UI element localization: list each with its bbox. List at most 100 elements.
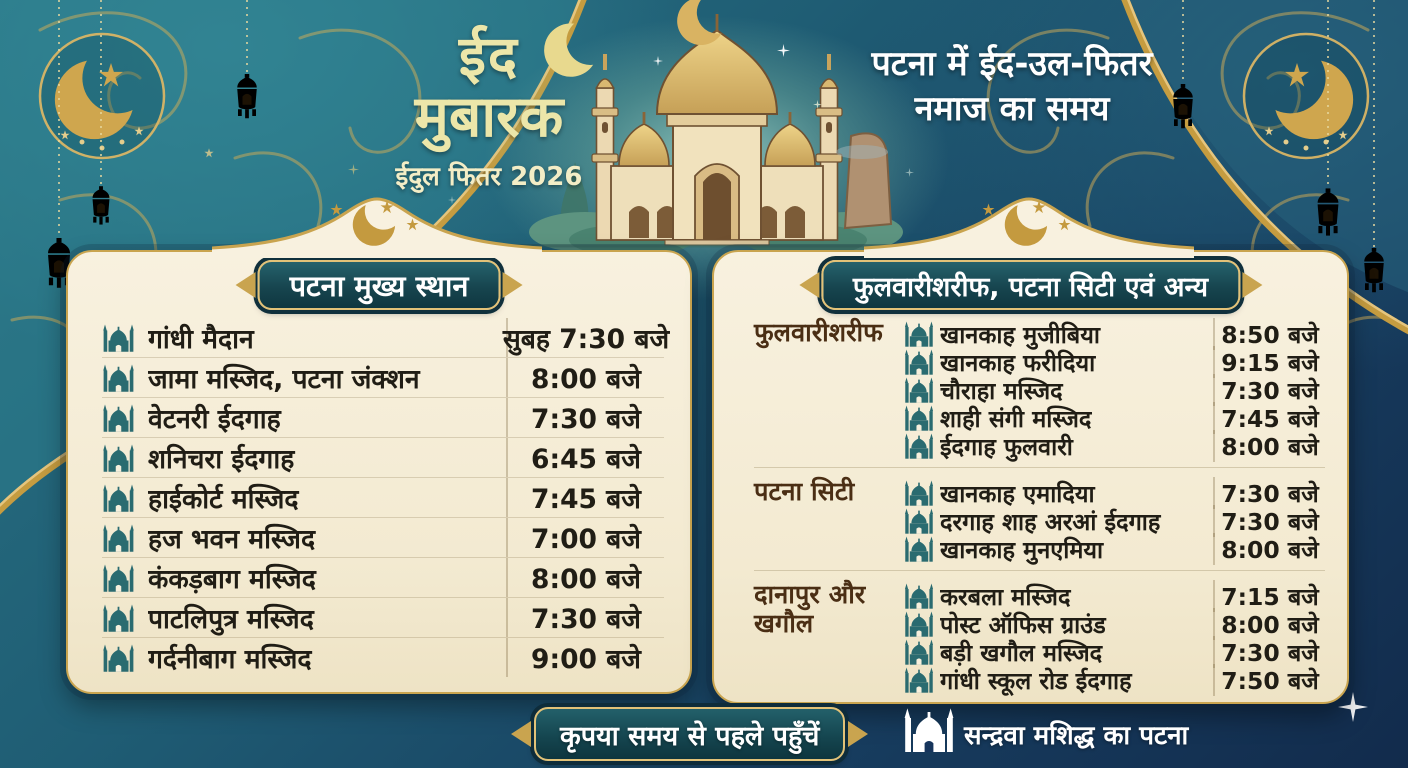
mosque-icon: [904, 582, 940, 610]
location-name: पोस्ट ऑफिस ग्राउंड: [940, 611, 1106, 639]
location-name: दरगाह शाह अरआं ईदगाह: [940, 508, 1161, 536]
time-value: 8:00 बजे: [506, 558, 664, 597]
time-value: 7:30 बजे: [506, 398, 664, 437]
brand-block: ईद मुबारक ईदुल फितर 2026: [386, 28, 592, 193]
location-name: खानकाह मुजीबिया: [940, 321, 1100, 349]
group-label: दानापुर और खगौल: [754, 580, 866, 640]
location-name: पाटलिपुत्र मस्जिद: [148, 603, 314, 635]
group-label: फुलवारीशरीफ: [754, 318, 883, 348]
schedule-row: दरगाह शाह अरआं ईदगाह 7:30 बजे: [904, 505, 1325, 537]
left-panel-title: पटना मुख्य स्थान: [257, 260, 501, 310]
location-name: खानकाह मुनएमिया: [940, 536, 1104, 564]
location-name: हाईकोर्ट मस्जिद: [148, 483, 299, 515]
mosque-icon: [904, 666, 940, 694]
time-value: 7:45 बजे: [1213, 402, 1325, 434]
mosque-icon: [904, 376, 940, 404]
schedule-row: गांधी स्कूल रोड ईदगाह 7:50 बजे: [904, 664, 1325, 696]
location-name: चौराहा मस्जिद: [940, 377, 1063, 405]
heading-line1: पटना में ईद-उल-फितर: [871, 44, 1153, 84]
mosque-icon: [102, 363, 148, 393]
mosque-illustration: [485, 0, 949, 300]
mosque-icon: [904, 638, 940, 666]
mosque-icon: [102, 603, 148, 633]
mosque-icon: [102, 403, 148, 433]
location-name: बड़ी खगौल मस्जिद: [940, 639, 1103, 667]
left-panel-rows: गांधी मैदान सुबह 7:30 बजे जामा मस्जिद, पटन…: [102, 318, 669, 677]
location-name: वेटनरी ईदगाह: [148, 403, 281, 435]
time-value: 6:45 बजे: [506, 438, 664, 477]
time-value: 7:50 बजे: [1213, 664, 1325, 696]
location-name: शनिचरा ईदगाह: [148, 443, 295, 475]
time-value: 9:15 बजे: [1213, 346, 1325, 378]
time-value: 7:45 बजे: [506, 478, 664, 517]
location-name: ईदगाह फुलवारी: [940, 433, 1073, 461]
group-rows: खानकाह मुजीबिया 8:50 बजे खानकाह फरीदिया 9:1…: [904, 318, 1325, 462]
location-name: करबला मस्जिद: [940, 583, 1071, 611]
time-value: 7:00 बजे: [506, 518, 664, 557]
timing-group: पटना सिटी खानकाह एमादिया 7:30 बजे दरगाह शाह…: [754, 467, 1325, 565]
schedule-row: चौराहा मस्जिद 7:30 बजे: [904, 374, 1325, 406]
mosque-icon: [904, 610, 940, 638]
time-value: 7:15 बजे: [1213, 580, 1325, 612]
time-value: 8:00 बजे: [1213, 533, 1325, 565]
location-name: गर्दनीबाग मस्जिद: [148, 643, 312, 675]
location-name: शाही संगी मस्जिद: [940, 405, 1092, 433]
time-value: 7:30 बजे: [1213, 505, 1325, 537]
time-value: 8:50 बजे: [1213, 318, 1325, 350]
right-panel-groups: फुलवारीशरीफ खानकाह मुजीबिया 8:50 बजे खानकाह…: [754, 318, 1325, 696]
timing-group: फुलवारीशरीफ खानकाह मुजीबिया 8:50 बजे खानकाह…: [754, 318, 1325, 462]
mosque-icon: [904, 507, 940, 535]
mosque-icon: [102, 643, 148, 673]
group-label: पटना सिटी: [754, 477, 855, 507]
location-name: कंकड़बाग मस्जिद: [148, 563, 316, 595]
schedule-row: बड़ी खगौल मस्जिद 7:30 बजे: [904, 636, 1325, 668]
location-name: हज भवन मस्जिद: [148, 523, 316, 555]
location-name: खानकाह एमादिया: [940, 480, 1095, 508]
time-value: 7:30 बजे: [1213, 636, 1325, 668]
group-rows: खानकाह एमादिया 7:30 बजे दरगाह शाह अरआं ईदग…: [904, 477, 1325, 565]
left-panel-arch: [212, 197, 542, 258]
left-panel: पटना मुख्य स्थान गांधी मैदान सुबह 7:30 बज…: [66, 250, 692, 694]
mosque-icon: [903, 706, 955, 754]
mosque-icon: [904, 535, 940, 563]
time-value: 7:30 बजे: [1213, 374, 1325, 406]
mosque-icon: [102, 323, 148, 353]
mosque-icon: [102, 443, 148, 473]
right-panel-arch: [864, 197, 1194, 258]
mosque-icon: [904, 320, 940, 348]
schedule-row: हज भवन मस्जिद 7:00 बजे: [102, 518, 664, 558]
schedule-row: कंकड़बाग मस्जिद 8:00 बजे: [102, 558, 664, 598]
heading-line2: नमाज का समय: [914, 88, 1110, 129]
schedule-row: पाटलिपुत्र मस्जिद 7:30 बजे: [102, 598, 664, 638]
timing-group: दानापुर और खगौल करबला मस्जिद 7:15 बजे पोस्ट…: [754, 570, 1325, 696]
time-value: 8:00 बजे: [1213, 430, 1325, 462]
footer-notice: कृपया समय से पहले पहुँचें: [534, 707, 846, 761]
group-rows: करबला मस्जिद 7:15 बजे पोस्ट ऑफिस ग्राउंड 8:…: [904, 580, 1325, 696]
time-value: 7:30 बजे: [1213, 477, 1325, 509]
schedule-row: शाही संगी मस्जिद 7:45 बजे: [904, 402, 1325, 434]
mosque-icon: [102, 523, 148, 553]
schedule-row: खानकाह फरीदिया 9:15 बजे: [904, 346, 1325, 378]
schedule-row: हाईकोर्ट मस्जिद 7:45 बजे: [102, 478, 664, 518]
schedule-row: खानकाह एमादिया 7:30 बजे: [904, 477, 1325, 509]
crescent-moon-icon: [544, 20, 602, 78]
schedule-row: खानकाह मुजीबिया 8:50 बजे: [904, 318, 1325, 350]
schedule-row: करबला मस्जिद 7:15 बजे: [904, 580, 1325, 612]
schedule-row: ईदगाह फुलवारी 8:00 बजे: [904, 430, 1325, 462]
schedule-row: शनिचरा ईदगाह 6:45 बजे: [102, 438, 664, 478]
footer-credit: सन्द्रवा मशिद्ध का पटना: [964, 721, 1189, 751]
time-value: 8:00 बजे: [506, 358, 664, 397]
mosque-icon: [904, 479, 940, 507]
right-panel: फुलवारीशरीफ, पटना सिटी एवं अन्य फुलवारीश…: [712, 250, 1349, 704]
schedule-row: पोस्ट ऑफिस ग्राउंड 8:00 बजे: [904, 608, 1325, 640]
mosque-icon: [102, 563, 148, 593]
schedule-row: वेटनरी ईदगाह 7:30 बजे: [102, 398, 664, 438]
schedule-row: खानकाह मुनएमिया 8:00 बजे: [904, 533, 1325, 565]
schedule-row: गांधी मैदान सुबह 7:30 बजे: [102, 318, 669, 358]
location-name: गांधी मैदान: [148, 323, 254, 355]
schedule-row: जामा मस्जिद, पटना जंक्शन 8:00 बजे: [102, 358, 664, 398]
brand-title-line1: ईद: [458, 24, 520, 88]
time-value: 9:00 बजे: [506, 638, 664, 677]
brand-title-line2: मुबारक: [414, 83, 564, 150]
